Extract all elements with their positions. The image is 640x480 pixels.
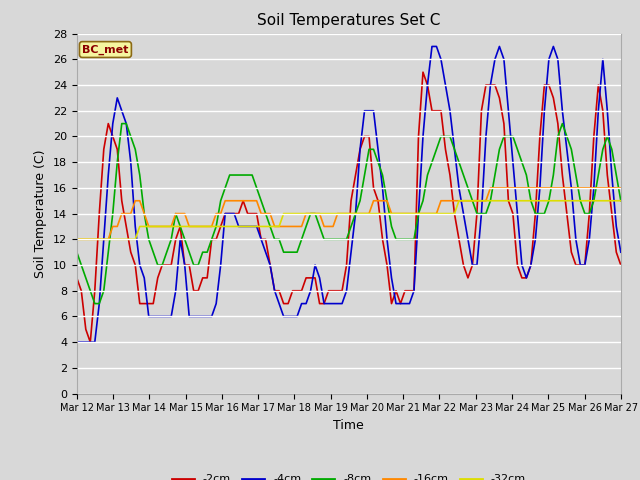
-2cm	[617, 262, 625, 268]
-8cm	[208, 237, 216, 242]
-16cm	[486, 185, 494, 191]
-16cm	[370, 198, 378, 204]
-16cm	[248, 198, 256, 204]
-2cm	[73, 275, 81, 281]
-4cm	[428, 44, 436, 49]
-2cm	[428, 108, 436, 114]
-4cm	[248, 224, 256, 229]
Line: -4cm: -4cm	[77, 47, 621, 342]
-2cm	[374, 198, 382, 204]
-4cm	[604, 108, 611, 114]
-4cm	[73, 339, 81, 345]
-8cm	[73, 249, 81, 255]
-2cm	[608, 211, 616, 216]
-4cm	[199, 313, 207, 319]
-8cm	[257, 198, 265, 204]
Line: -8cm: -8cm	[77, 123, 621, 304]
-4cm	[581, 262, 589, 268]
-16cm	[419, 211, 427, 216]
-8cm	[586, 211, 593, 216]
-32cm	[455, 198, 463, 204]
-16cm	[73, 237, 81, 242]
-4cm	[617, 249, 625, 255]
-4cm	[419, 133, 427, 139]
-2cm	[86, 339, 94, 345]
Legend: -2cm, -4cm, -8cm, -16cm, -32cm: -2cm, -4cm, -8cm, -16cm, -32cm	[167, 470, 531, 480]
-32cm	[199, 224, 207, 229]
-2cm	[253, 211, 260, 216]
Line: -16cm: -16cm	[77, 188, 621, 240]
-32cm	[248, 224, 256, 229]
Y-axis label: Soil Temperature (C): Soil Temperature (C)	[35, 149, 47, 278]
-32cm	[581, 198, 589, 204]
-16cm	[617, 185, 625, 191]
-32cm	[617, 198, 625, 204]
-16cm	[604, 185, 611, 191]
-32cm	[370, 211, 378, 216]
-8cm	[608, 146, 616, 152]
-32cm	[73, 237, 81, 242]
-16cm	[581, 185, 589, 191]
X-axis label: Time: Time	[333, 419, 364, 432]
-2cm	[586, 211, 593, 216]
-8cm	[118, 120, 125, 126]
-2cm	[204, 275, 211, 281]
-8cm	[379, 172, 387, 178]
-8cm	[428, 159, 436, 165]
-2cm	[419, 69, 427, 75]
Line: -32cm: -32cm	[77, 201, 621, 240]
-4cm	[370, 108, 378, 114]
-8cm	[91, 300, 99, 307]
-8cm	[617, 198, 625, 204]
Line: -2cm: -2cm	[77, 72, 621, 342]
Text: BC_met: BC_met	[82, 44, 129, 55]
-32cm	[604, 198, 611, 204]
Title: Soil Temperatures Set C: Soil Temperatures Set C	[257, 13, 440, 28]
-16cm	[199, 224, 207, 229]
-32cm	[419, 211, 427, 216]
